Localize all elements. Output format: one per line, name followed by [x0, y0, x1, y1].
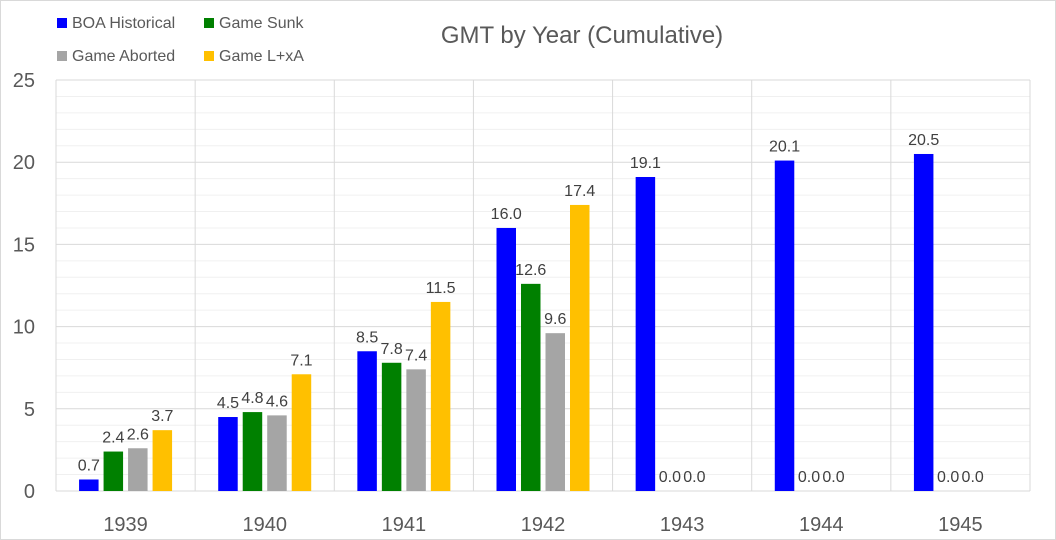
x-tick-label: 1945 — [938, 514, 983, 536]
bar — [521, 283, 541, 491]
x-tick-label: 1942 — [521, 514, 566, 536]
bar — [496, 227, 516, 491]
bar — [913, 153, 934, 492]
data-label: 19.1 — [630, 155, 661, 172]
x-tick-label: 1941 — [382, 514, 427, 536]
bar — [545, 333, 565, 491]
data-label: 2.6 — [127, 426, 149, 443]
data-label: 3.7 — [151, 408, 173, 425]
y-tick-label: 10 — [13, 317, 35, 339]
data-label: 0.7 — [78, 457, 100, 474]
legend-label: Game Sunk — [219, 15, 304, 32]
bar — [242, 412, 263, 491]
x-tick-label: 1939 — [103, 514, 148, 536]
bar — [128, 448, 148, 491]
x-tick-label: 1940 — [242, 514, 287, 536]
bar — [406, 369, 426, 491]
data-label: 7.4 — [405, 347, 427, 364]
data-label: 12.6 — [515, 262, 546, 279]
bars — [79, 153, 934, 492]
y-tick-label: 25 — [13, 70, 35, 92]
bar — [381, 362, 402, 491]
y-tick-label: 15 — [13, 234, 35, 256]
data-label: 4.5 — [217, 395, 239, 412]
data-label: 11.5 — [426, 280, 456, 297]
data-label: 0.0 — [962, 469, 984, 486]
bar — [774, 160, 795, 491]
data-label: 9.6 — [544, 311, 566, 328]
bar — [79, 479, 99, 491]
legend-label: BOA Historical — [72, 15, 175, 32]
data-label: 0.0 — [659, 469, 681, 486]
data-label: 16.0 — [491, 206, 522, 223]
data-label: 0.0 — [683, 469, 705, 486]
data-label: 4.6 — [266, 393, 288, 410]
bar — [570, 204, 590, 491]
legend-swatch — [57, 18, 67, 28]
bar — [218, 417, 238, 491]
gridlines — [55, 79, 1031, 492]
bar — [267, 415, 287, 491]
legend-swatch — [204, 18, 214, 28]
legend: BOA Historical Game Sunk Game Aborted Game … — [57, 15, 304, 65]
x-tick-label: 1944 — [799, 514, 844, 536]
data-label: 2.4 — [102, 430, 124, 447]
legend-label: Game L+xA — [219, 48, 304, 65]
data-label: 0.0 — [937, 469, 959, 486]
y-tick-label: 20 — [13, 152, 35, 174]
y-tick-label: 0 — [24, 481, 35, 503]
axes: 0 5 10 15 20 25 1939 1940 1941 1942 1943 1944 1945 — [13, 70, 983, 536]
chart-title: GMT by Year (Cumulative) — [441, 22, 723, 49]
bar — [635, 176, 656, 491]
bar — [152, 430, 173, 491]
data-label: 7.8 — [380, 341, 402, 358]
bar — [430, 301, 451, 491]
legend-swatch — [204, 51, 214, 61]
data-label: 8.5 — [356, 329, 378, 346]
bar — [103, 451, 124, 491]
data-label: 20.1 — [769, 139, 800, 156]
data-label: 20.5 — [908, 132, 939, 149]
legend-swatch — [57, 51, 67, 61]
legend-label: Game Aborted — [72, 48, 175, 65]
bar — [291, 374, 312, 491]
data-label: 0.0 — [822, 469, 844, 486]
data-labels: 0.7 4.5 8.5 16.0 19.1 20.1 20.5 2.4 4.8 7.8 12.6 0.… — [78, 132, 984, 486]
data-label: 4.8 — [241, 390, 263, 407]
y-tick-label: 5 — [24, 399, 35, 421]
data-label: 0.0 — [798, 469, 820, 486]
bar — [357, 351, 377, 491]
x-tick-label: 1943 — [660, 514, 705, 536]
data-label: 7.1 — [290, 352, 312, 369]
data-label: 17.4 — [564, 183, 595, 200]
